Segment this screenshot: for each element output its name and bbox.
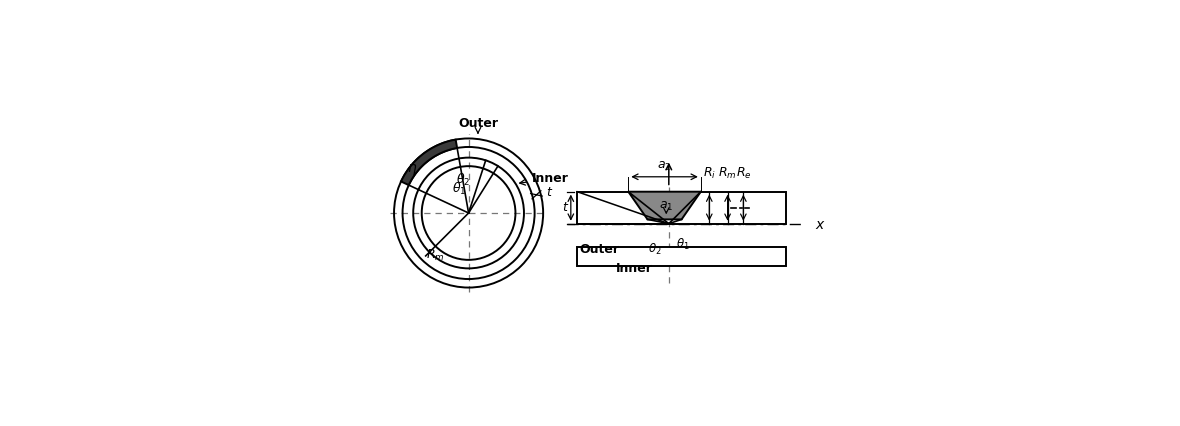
Text: Inner: Inner [616, 262, 654, 275]
Bar [577, 247, 786, 266]
Text: $\theta_1$: $\theta_1$ [452, 181, 467, 197]
Text: $R_e$: $R_e$ [735, 166, 752, 181]
Bar [577, 192, 786, 224]
Text: $R_m$: $R_m$ [719, 166, 736, 181]
Text: $a_2$: $a_2$ [657, 159, 671, 173]
Text: $R_i$: $R_i$ [703, 166, 716, 181]
Text: $\eta$: $\eta$ [407, 162, 418, 177]
Text: $t$: $t$ [546, 186, 553, 199]
Text: $R_m$: $R_m$ [426, 248, 445, 263]
Text: Inner: Inner [532, 172, 569, 184]
Text: $\theta_1$: $\theta_1$ [676, 237, 690, 252]
Text: $\theta_2$: $\theta_2$ [457, 172, 471, 188]
Polygon shape [401, 140, 457, 185]
Text: $x$: $x$ [814, 218, 825, 232]
Polygon shape [628, 192, 701, 219]
Text: Outer: Outer [579, 243, 620, 256]
Text: $a_1$: $a_1$ [660, 200, 674, 213]
Text: $\theta_2$: $\theta_2$ [648, 242, 661, 256]
Text: Outer: Outer [458, 117, 498, 130]
Text: $t$: $t$ [562, 201, 570, 214]
